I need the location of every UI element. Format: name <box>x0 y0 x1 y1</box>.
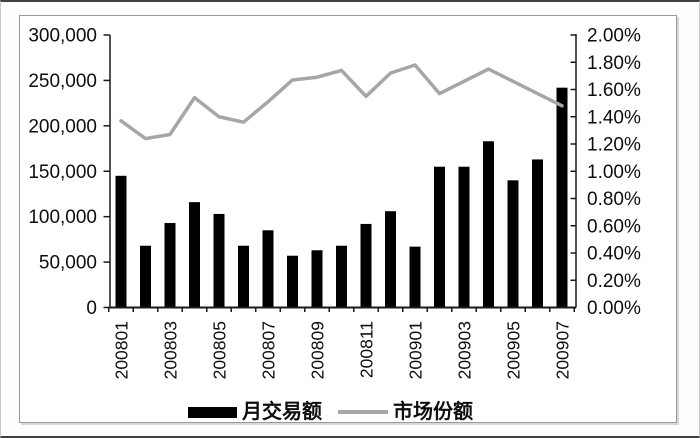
bar-200801 <box>115 175 127 308</box>
x-axis-label-200809: 200809 <box>308 321 328 379</box>
left-axis-tick-label: 300,000 <box>28 26 97 47</box>
bar-200811 <box>360 223 372 308</box>
right-axis-tick-label: 0.20% <box>587 271 641 292</box>
left-axis-tick-label: 250,000 <box>28 71 97 92</box>
bar-200901 <box>409 246 421 308</box>
bar-200802 <box>140 245 151 308</box>
left-axis-tick-label: 200,000 <box>28 116 97 137</box>
left-axis-tick-label: 0 <box>86 298 97 319</box>
bar-200904 <box>483 141 494 308</box>
combo-chart-canvas: 300,000 250,000 200,000 150,000 100,000 50,00… <box>28 26 641 380</box>
market-share-line <box>119 63 564 141</box>
bar-200807 <box>262 230 274 308</box>
bar-200906 <box>532 159 543 308</box>
bar-200804 <box>189 202 200 308</box>
left-axis-tick-label: 150,000 <box>28 162 97 183</box>
chart-frame: 300,000 250,000 200,000 150,000 100,000 50,00… <box>19 15 677 423</box>
legend-bar-label: 月交易额 <box>242 401 322 423</box>
right-axis-tick-label: 1.80% <box>587 53 641 74</box>
bar-200808 <box>287 255 298 308</box>
bar-200805 <box>213 213 225 308</box>
bar-200907 <box>556 87 568 308</box>
bar-200905 <box>507 180 519 308</box>
right-axis-tick-label: 0.40% <box>587 244 641 265</box>
left-axis-tick-label: 50,000 <box>39 253 97 274</box>
right-axis-tick-label: 1.20% <box>587 135 641 156</box>
legend-bar-swatch-icon <box>188 406 237 418</box>
right-axis-tick-label: 0.00% <box>587 298 641 319</box>
bar-200902 <box>434 166 445 308</box>
x-axis-label-200805: 200805 <box>210 321 230 379</box>
bar-200803 <box>164 223 176 308</box>
bar-200810 <box>336 245 347 308</box>
chart-legend: 月交易额 市场份额 <box>188 401 473 423</box>
right-axis-tick-label: 1.60% <box>587 80 641 101</box>
bar-200812 <box>385 211 396 308</box>
legend-line-swatch-icon <box>338 410 388 414</box>
x-axis-label-200807: 200807 <box>259 321 279 379</box>
right-axis-tick-label: 1.00% <box>587 162 641 183</box>
x-axis-label-200803: 200803 <box>161 321 181 379</box>
right-axis-tick-label: 2.00% <box>587 26 641 47</box>
x-axis-label-200903: 200903 <box>455 321 475 379</box>
legend-line-label: 市场份额 <box>393 401 473 423</box>
left-axis-tick-label: 100,000 <box>28 207 97 228</box>
bar-200903 <box>458 166 470 308</box>
x-axis-label-200907: 200907 <box>553 321 573 379</box>
x-axis-label-200801: 200801 <box>112 321 132 379</box>
x-axis-label-200811: 200811 <box>357 321 377 378</box>
right-axis-tick-label: 0.60% <box>587 216 641 237</box>
x-axis-label-200901: 200901 <box>406 321 426 379</box>
right-axis-tick-label: 1.40% <box>587 107 641 128</box>
right-axis-tick-label: 0.80% <box>587 189 641 210</box>
bar-200806 <box>238 245 249 308</box>
bar-200809 <box>311 250 323 308</box>
x-axis-label-200905: 200905 <box>504 321 524 379</box>
